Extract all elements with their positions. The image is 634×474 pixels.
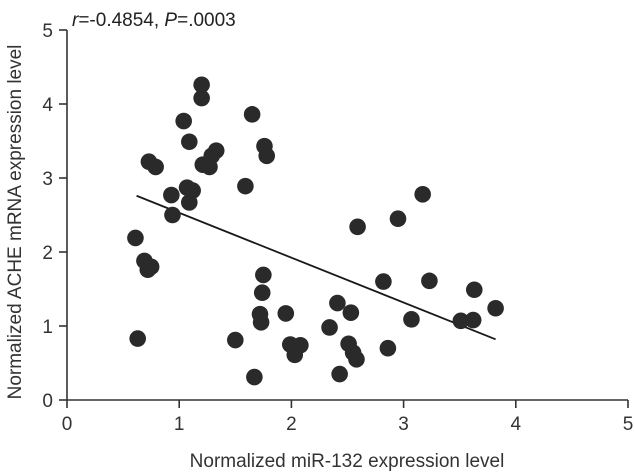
p-value: =.0003: [177, 10, 236, 31]
data-point: [414, 185, 431, 203]
x-axis-ticks: 0 1 2 3 4 5: [62, 400, 634, 435]
data-point: [342, 304, 360, 321]
x-axis-label: Normalized miR-132 expression level: [190, 451, 505, 472]
data-point: [180, 133, 198, 151]
p-symbol: P: [164, 10, 177, 31]
data-point: [487, 299, 504, 317]
data-point: [465, 281, 483, 299]
data-point: [329, 294, 346, 312]
x-tick-label: 5: [623, 414, 634, 435]
data-point: [348, 351, 365, 368]
data-point: [237, 177, 254, 195]
data-point: [184, 182, 201, 199]
data-point: [331, 365, 348, 383]
data-point: [193, 89, 210, 107]
data-point: [292, 336, 309, 354]
data-point: [349, 218, 366, 236]
data-point: [452, 312, 470, 330]
r-symbol: r: [72, 10, 79, 31]
x-tick-label: 1: [174, 414, 185, 435]
data-point: [321, 319, 338, 336]
data-point: [175, 112, 192, 130]
regression-line: [136, 194, 496, 341]
y-tick-label: 5: [42, 21, 53, 42]
data-point: [246, 368, 263, 386]
data-point: [127, 229, 144, 247]
y-tick-label: 1: [42, 317, 53, 338]
data-point: [253, 284, 271, 302]
y-tick-label: 3: [42, 169, 53, 190]
y-axis-label: Normalized ACHE mRNA expression level: [5, 45, 26, 400]
data-point: [375, 273, 392, 290]
data-point: [421, 272, 438, 290]
data-point: [207, 142, 225, 159]
data-point: [163, 186, 180, 204]
data-point: [389, 210, 407, 227]
x-tick-label: 2: [286, 414, 297, 435]
data-point: [227, 331, 244, 349]
data-point: [193, 76, 210, 94]
y-axis-ticks: 0 1 2 3 4 5: [42, 21, 67, 412]
y-tick-label: 0: [42, 391, 53, 412]
r-value: =-0.4854,: [78, 10, 164, 31]
y-tick-label: 4: [42, 95, 53, 116]
data-point: [252, 314, 270, 331]
data-points: [127, 76, 504, 386]
data-point: [147, 158, 164, 176]
x-tick-label: 0: [62, 414, 73, 435]
data-point: [379, 339, 397, 357]
data-point: [164, 206, 181, 224]
x-tick-label: 4: [511, 414, 522, 435]
correlation-annotation: r=-0.4854, P=.0003: [72, 10, 236, 31]
data-point: [243, 106, 261, 123]
data-point: [142, 258, 160, 276]
data-point: [258, 147, 276, 165]
data-point: [464, 311, 482, 329]
x-tick-label: 3: [398, 414, 409, 435]
data-point: [255, 266, 272, 284]
data-point: [277, 305, 295, 322]
data-point: [129, 330, 146, 347]
y-tick-label: 2: [42, 243, 53, 264]
data-point: [403, 311, 420, 328]
